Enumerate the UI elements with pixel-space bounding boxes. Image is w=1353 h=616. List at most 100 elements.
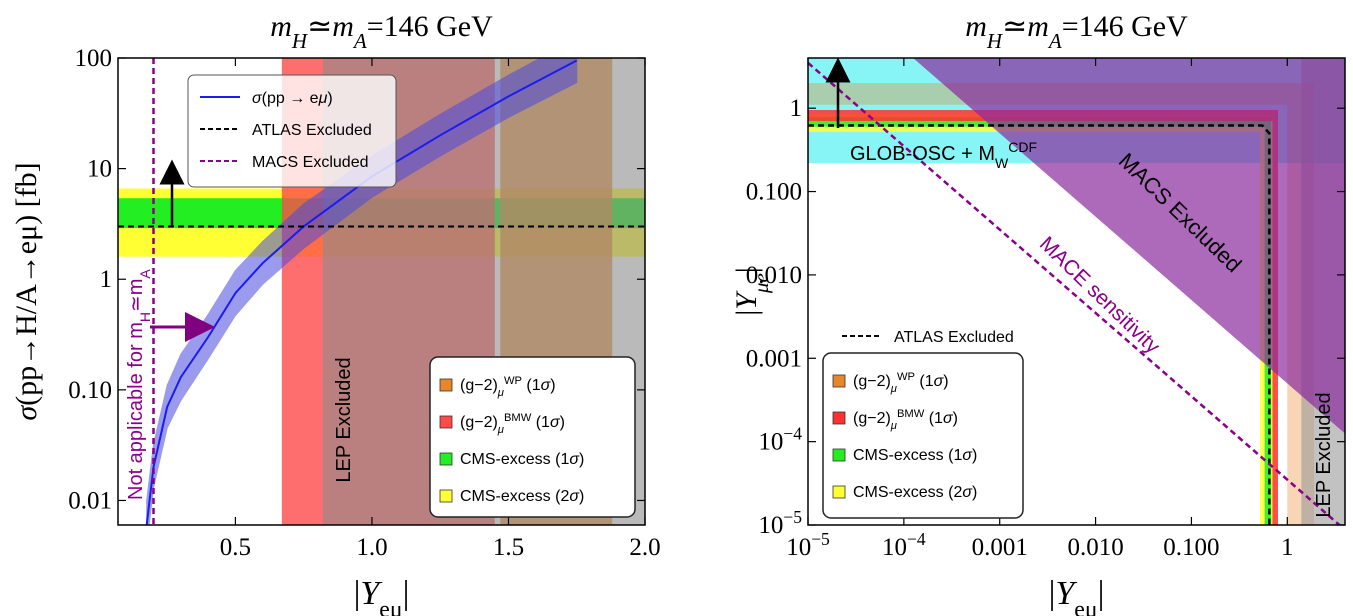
text-part: WP [897,371,915,383]
text-part: | [403,575,410,612]
text-part: CDF [1008,139,1037,155]
text-part: ) [327,90,332,107]
tick-label-exponent: −5 [783,507,802,527]
text-part: | [730,267,763,273]
x-tick-label: 10−4 [882,529,926,561]
text-part: CMS-excess (1 [460,451,569,468]
x-tick-label: 1 [1281,534,1294,561]
text-part: ≃ [1002,10,1027,43]
text-part: CMS-excess (1 [853,447,962,464]
legend-label: (g−2)μBMW (1σ) [460,412,565,436]
text-part: (g−2) [460,377,498,394]
text-part: CMS-excess (2 [460,488,569,505]
legend-swatch [832,374,846,388]
text-part: ≃ [307,10,332,43]
legend-swatch [439,489,453,503]
legend-label: σ(pp → eμ) [252,90,333,107]
text-part: σ [569,451,580,468]
text-part: μe [749,273,773,294]
tick-label-text: 10 [882,534,907,561]
text-part: W [995,155,1009,171]
text-part: ) [560,414,565,431]
text-part: σ [10,405,43,421]
tick-label-text: 10 [758,512,783,539]
text-part: (1 [531,414,550,431]
text-part: A [1047,29,1062,53]
plot-frame [807,57,1346,526]
y-tick-label: 0.100 [746,179,802,206]
y-tick-label: 10 [87,156,112,183]
text-part: =146 GeV [1062,10,1188,43]
y-axis-label: σ(pp→H/A→eμ) [fb] [10,162,43,420]
text-part: BMW [504,412,532,424]
text-part: σ [569,488,580,505]
legend-label: CMS-excess (2σ) [853,484,977,501]
y-tick-label: 0.010 [746,262,802,289]
tick-label-text: 0.100 [746,179,802,206]
text-part: m [332,10,354,43]
series-line [808,61,1341,525]
band-label: LEP Excluded [333,357,355,482]
y-tick-label: 10−4 [758,424,802,456]
text-part: | [730,310,763,316]
tick-label-text: 0.010 [746,262,802,289]
y-tick-label: 0.001 [746,345,802,372]
tick-label-text: 10 [758,429,783,456]
x-tick-label: 1.0 [356,534,387,561]
text-part: ) [550,377,555,394]
text-part: ) [943,373,948,390]
y-tick-label: 0.01 [68,487,112,514]
text-part: σ [943,410,954,427]
legend-label: ATLAS Excluded [894,329,1014,346]
text-part: Y [1055,575,1077,612]
legend-label: (g−2)μWP (1σ) [460,375,556,399]
text-part: σ [962,447,973,464]
text-part: (g−2) [853,410,891,427]
text-part: H [137,312,153,322]
text-part: (g−2) [853,373,891,390]
legend-box [822,352,1024,519]
x-axis-label: |Yeμ| [1049,575,1105,616]
x-tick-label: 0.010 [1067,534,1123,561]
legend-box [429,356,636,518]
text-part: σ [962,484,973,501]
text-part: =146 GeV [367,10,493,43]
text-part: ) [972,484,977,501]
text-part: m [965,10,987,43]
series-line [808,124,1271,525]
text-part: ) [972,447,977,464]
text-part: A [352,29,367,53]
legend-label: (g−2)μWP (1σ) [853,371,949,395]
plot-area [808,58,1345,525]
annotation: Not applicable for mH≃mA [125,269,153,500]
legend-label: CMS-excess (1σ) [460,451,584,468]
legend-label: CMS-excess (2σ) [460,488,584,505]
text-part: H [986,29,1004,53]
tick-label-exponent: −4 [907,529,926,549]
text-part: σ [934,373,945,390]
x-tick-label: 0.5 [220,534,251,561]
text-part: (1 [924,410,943,427]
tick-label-exponent: −4 [783,424,802,444]
tick-label-text: 10 [786,534,811,561]
x-tick-label: 10−5 [786,529,830,561]
text-part: Y [730,290,763,310]
arrows [150,57,851,342]
text-part: ) [579,451,584,468]
text-part: σ [541,377,552,394]
x-tick-label: 0.001 [972,534,1028,561]
legend-swatch [439,378,453,392]
text-part: (1 [522,377,541,394]
text-part: m [270,10,292,43]
x-axis-label: |Yeμ| [354,575,410,616]
text-part: σ [550,414,561,431]
tick-label-text: 0.100 [1163,534,1219,561]
y-axis-label: |Yμe| [730,267,773,316]
y-tick-label: 1 [100,266,113,293]
y-tick-label: 0.10 [68,377,112,404]
text-part: ≃m [125,279,147,312]
band-label: LEP Excluded [1313,392,1335,517]
legend-label: CMS-excess (1σ) [853,447,977,464]
text-part: WP [504,375,522,387]
